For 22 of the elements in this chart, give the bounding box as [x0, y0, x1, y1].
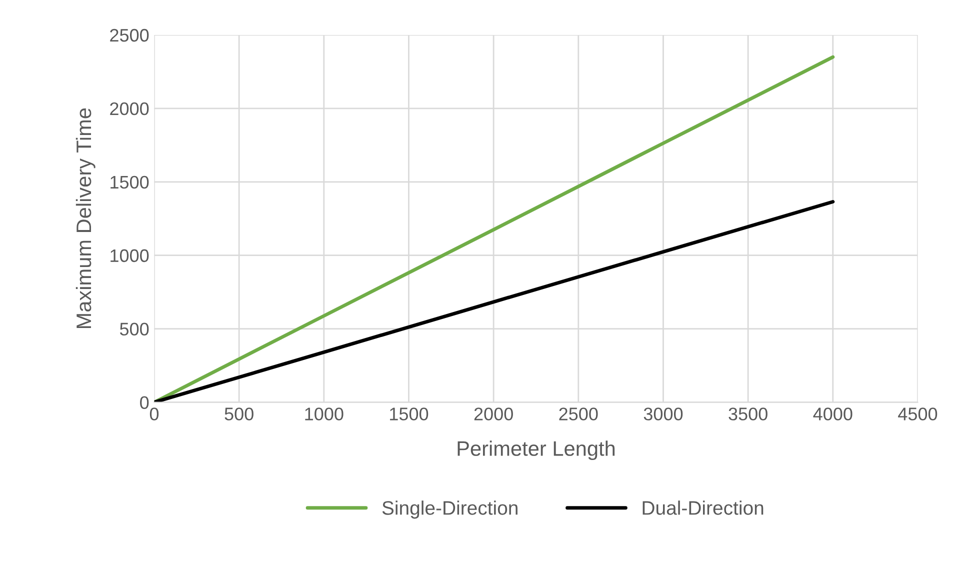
x-tick-label: 4000 — [813, 408, 852, 420]
x-tick-label: 1500 — [390, 408, 428, 420]
legend-label: Single-Direction — [382, 500, 518, 519]
x-tick-label: 2500 — [559, 408, 598, 420]
y-tick-label: 0 — [140, 396, 149, 409]
y-tick-label: 500 — [120, 322, 149, 336]
x-tick-label: 0 — [150, 408, 159, 420]
x-tick-label: 3500 — [728, 408, 768, 420]
y-axis-title: Maximum Delivery Time — [76, 108, 96, 328]
x-tick-label: 4500 — [898, 408, 938, 420]
legend-label: Dual-Direction — [642, 500, 764, 515]
x-tick-label: 2000 — [474, 408, 513, 420]
y-tick-label: 2500 — [110, 28, 149, 42]
y-tick-label: 1000 — [110, 249, 149, 262]
x-axis-title: Perimeter Length — [458, 440, 615, 460]
x-tick-label: 3000 — [644, 408, 683, 420]
y-tick-label: 2000 — [110, 102, 149, 116]
line-series — [154, 55, 835, 402]
y-tick-label: 1500 — [110, 176, 149, 189]
x-tick-label: 1000 — [305, 408, 344, 420]
x-tick-label: 500 — [224, 408, 254, 420]
line-series — [154, 200, 835, 402]
